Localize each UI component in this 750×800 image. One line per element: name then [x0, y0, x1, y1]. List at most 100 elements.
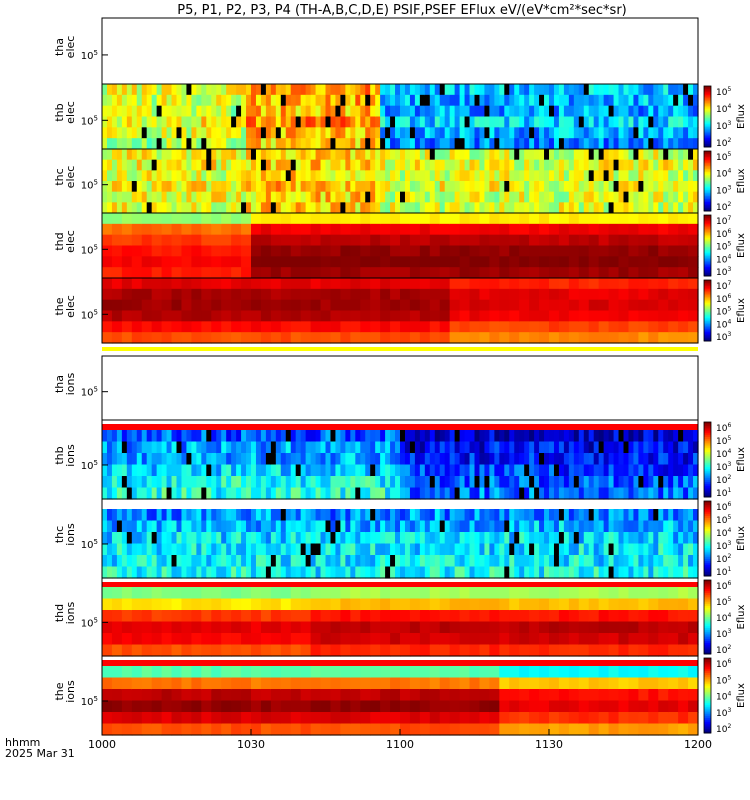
heatmap-cell [260, 299, 272, 312]
heatmap-cell [598, 159, 605, 171]
heatmap-cell [375, 170, 381, 182]
colorbar-step [704, 521, 711, 525]
heatmap-cell [489, 689, 500, 702]
heatmap-cell [578, 159, 585, 171]
heatmap-cell [201, 555, 207, 568]
heatmap-cell [444, 555, 451, 568]
heatmap-cell [201, 191, 207, 203]
heatmap-cell [623, 149, 630, 161]
heatmap-cell [201, 159, 207, 171]
heatmap-cell [355, 543, 361, 556]
heatmap-cell [265, 543, 272, 556]
heatmap-cell [509, 723, 520, 736]
colorbar-step [704, 602, 711, 605]
heatmap-cell [429, 288, 441, 301]
heatmap-cell [166, 453, 173, 466]
heatmap-cell [578, 332, 590, 344]
heatmap-cell [414, 464, 421, 477]
heatmap-cell [260, 621, 272, 634]
heatmap-cell [171, 598, 183, 611]
heatmap-cell [365, 202, 371, 214]
heatmap-cell [141, 543, 148, 556]
heatmap-cell [489, 555, 495, 568]
heatmap-cell [653, 94, 659, 107]
heatmap-cell [414, 170, 421, 182]
heatmap-cell [290, 520, 297, 533]
heatmap-cell [623, 181, 630, 193]
heatmap-cell [558, 509, 565, 522]
heatmap-cell [330, 689, 341, 702]
heatmap-cell [390, 621, 401, 634]
heatmap-cell [484, 430, 490, 443]
heatmap-cell [146, 181, 153, 193]
heatmap-cell [350, 138, 356, 150]
heatmap-cell [608, 712, 620, 725]
heatmap-cell [474, 566, 481, 579]
heatmap-cell [241, 712, 252, 725]
heatmap-cell [638, 310, 649, 322]
heatmap-cell [241, 566, 247, 579]
colorbar-step [704, 224, 711, 227]
colorbar-step [704, 594, 711, 598]
heatmap-cell [102, 666, 113, 679]
heatmap-cell [489, 278, 500, 290]
heatmap-cell [673, 543, 679, 556]
colorbar-step [704, 203, 711, 206]
heatmap-cell [280, 105, 287, 118]
heatmap-cell [419, 587, 431, 600]
heatmap-cell [300, 116, 307, 128]
heatmap-cell [509, 677, 520, 690]
heatmap-cell [583, 487, 590, 500]
heatmap-cell [106, 543, 113, 556]
panel-label-probe: thd [53, 604, 66, 622]
heatmap-cell [489, 520, 495, 533]
heatmap-cell [141, 159, 148, 171]
heatmap-cell [404, 181, 411, 193]
heatmap-cell [429, 138, 436, 150]
heatmap-cell [216, 138, 222, 150]
heatmap-cell [459, 321, 471, 333]
heatmap-cell [673, 170, 679, 182]
heatmap-cell [688, 321, 699, 333]
heatmap-cell [539, 278, 550, 290]
heatmap-cell [121, 689, 133, 702]
colorbar-step [704, 337, 711, 340]
heatmap-cell [390, 666, 401, 679]
heatmap-cell [519, 476, 525, 489]
heatmap-cell [449, 278, 461, 290]
heatmap-cell [409, 256, 421, 268]
heatmap-cell [295, 181, 302, 193]
heatmap-cell [578, 509, 585, 522]
heatmap-cell [375, 191, 381, 203]
heatmap-cell [176, 464, 183, 477]
heatmap-cell [618, 644, 630, 657]
colorbar-step [704, 482, 711, 485]
heatmap-cell [613, 127, 620, 139]
heatmap-cell [489, 105, 495, 118]
heatmap-cell [429, 441, 436, 454]
heatmap-cell [201, 520, 207, 533]
heatmap-cell [285, 84, 292, 96]
heatmap-cell [563, 566, 570, 579]
heatmap-cell [409, 430, 416, 443]
heatmap-cell [211, 213, 222, 225]
heatmap-cell [340, 170, 346, 182]
heatmap-cell [270, 633, 282, 646]
heatmap-cell [544, 127, 550, 139]
colorbar-label: Eflux [736, 233, 747, 258]
heatmap-cell [102, 621, 113, 634]
heatmap-cell [246, 555, 252, 568]
heatmap-cell [534, 555, 540, 568]
colorbar-step [704, 142, 711, 145]
heatmap-cell [166, 566, 173, 579]
heatmap-cell [668, 159, 674, 171]
heatmap-cell [330, 598, 341, 611]
colorbar-step [704, 478, 711, 481]
heatmap-cell [593, 464, 600, 477]
heatmap-cell [151, 453, 158, 466]
heatmap-cell [141, 234, 153, 247]
heatmap-cell [499, 138, 505, 150]
heatmap-cell [643, 453, 649, 466]
heatmap-cell [236, 487, 242, 500]
heatmap-cell [385, 127, 391, 139]
